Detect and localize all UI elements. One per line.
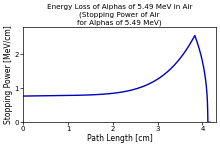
X-axis label: Path Length [cm]: Path Length [cm] bbox=[87, 134, 152, 143]
Title: Energy Loss of Alphas of 5.49 MeV in Air
(Stopping Power of Air
for Alphas of 5.: Energy Loss of Alphas of 5.49 MeV in Air… bbox=[47, 4, 192, 26]
Y-axis label: Stopping Power [MeV/cm]: Stopping Power [MeV/cm] bbox=[4, 25, 13, 124]
